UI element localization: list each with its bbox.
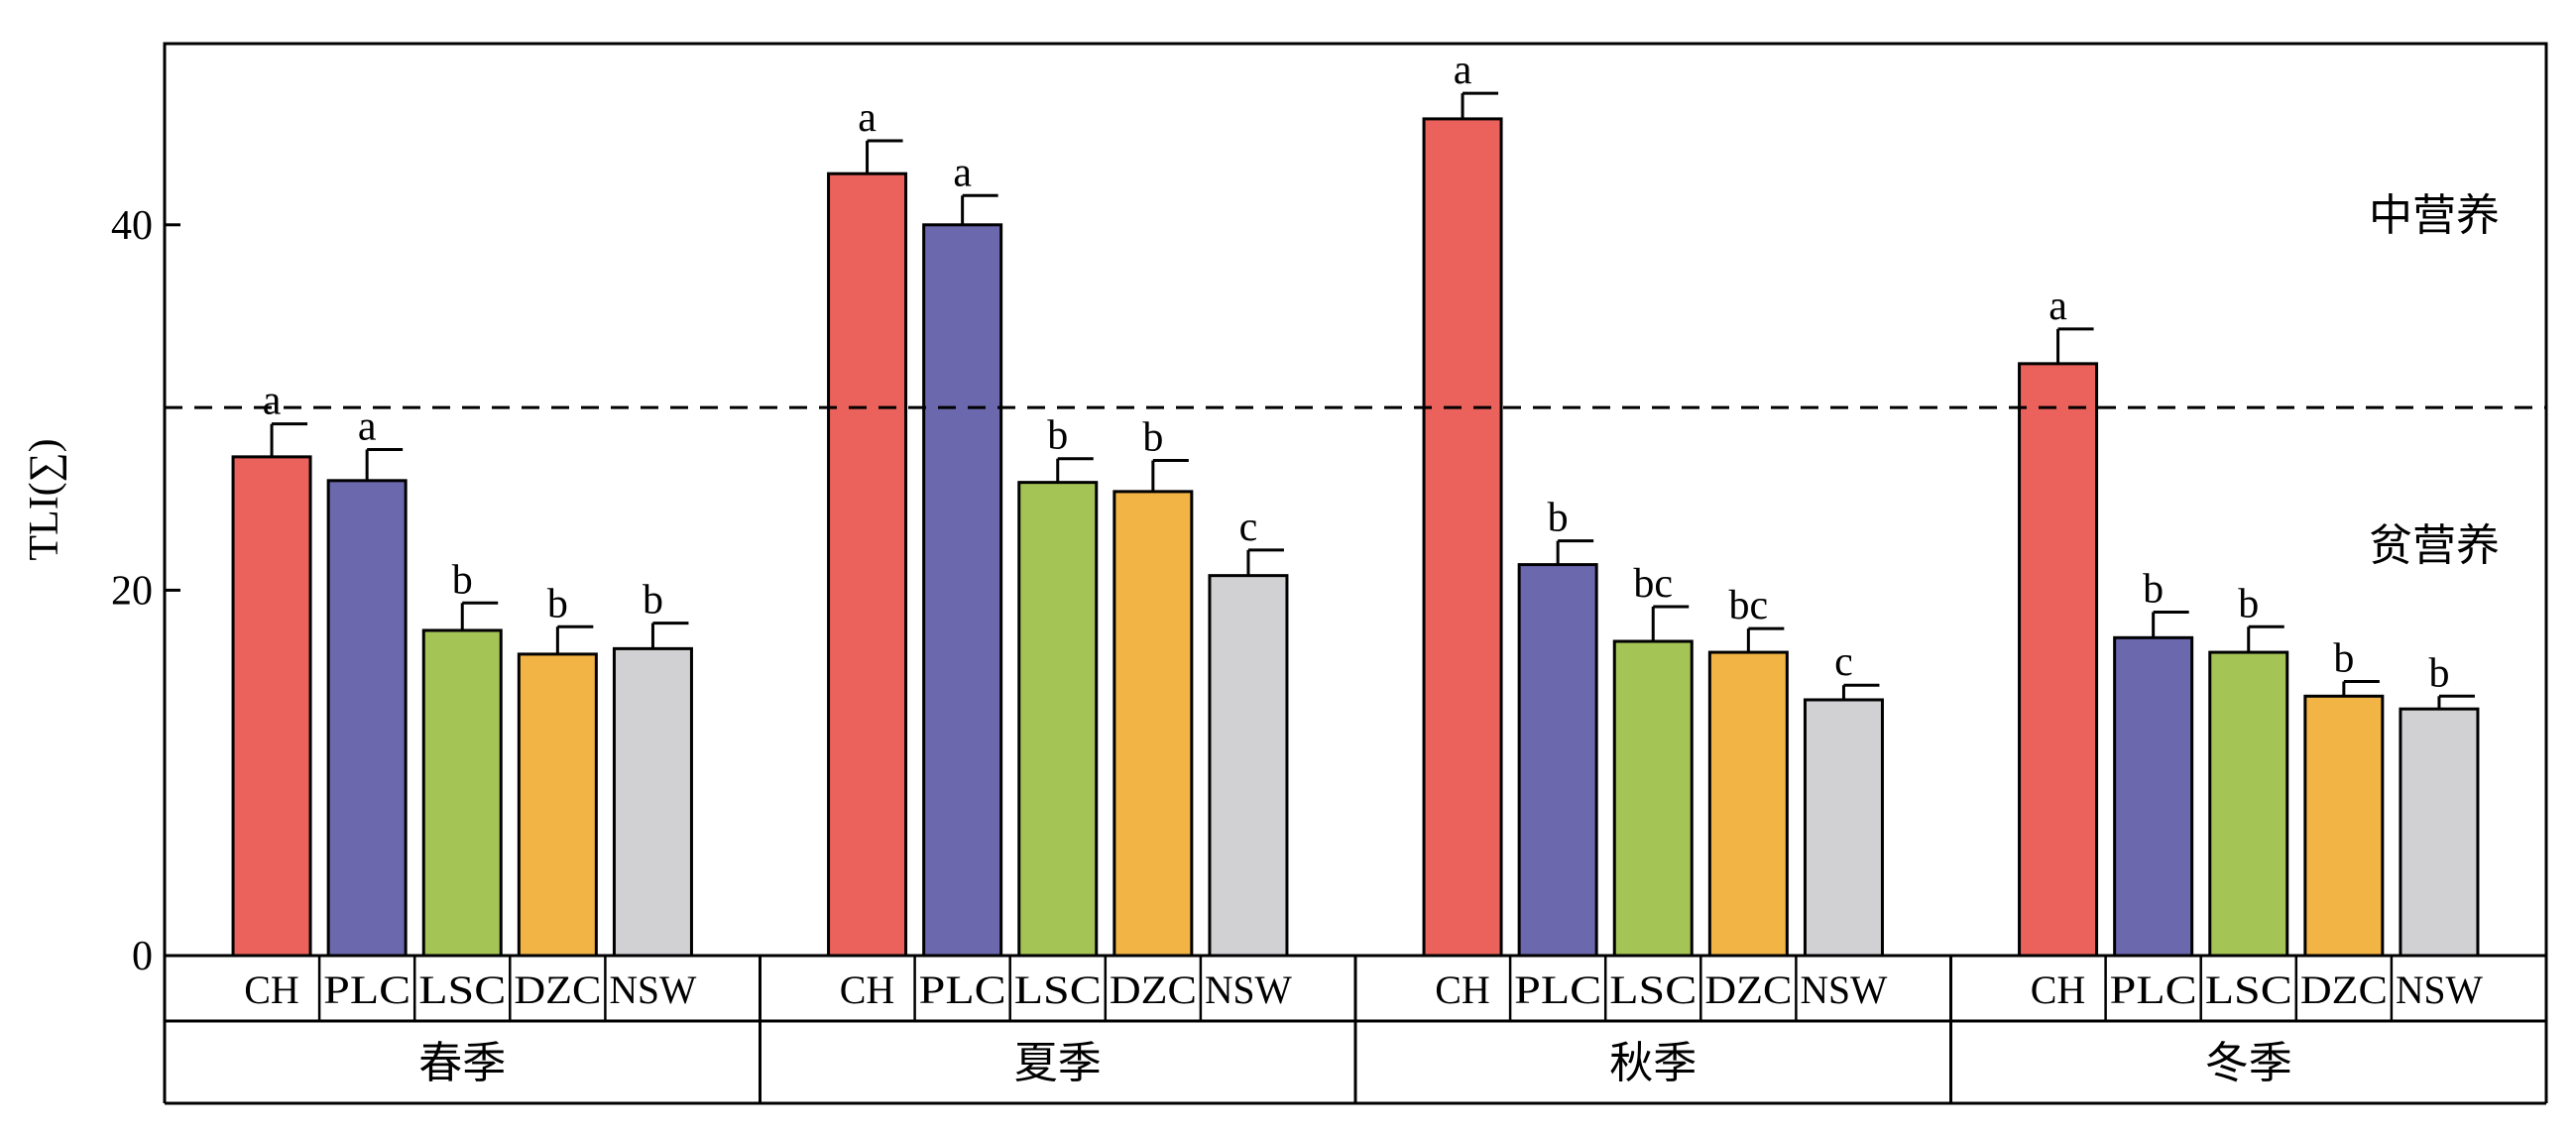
group-label: 冬季: [2205, 1039, 2292, 1087]
bar-plc: [922, 223, 1003, 958]
significance-letter: b: [1047, 413, 1068, 459]
threshold-label-above: 中营养: [2369, 191, 2500, 240]
category-label: PLC: [323, 967, 410, 1012]
y-axis-ticks: 0 20 40: [111, 203, 180, 979]
significance-letter: b: [2428, 650, 2449, 696]
bar-plc: [2113, 635, 2194, 958]
category-label: CH: [1435, 967, 1490, 1012]
significance-letter: a: [953, 150, 972, 195]
bar-nsw: [1208, 574, 1289, 958]
significance-letter: b: [1548, 496, 1569, 541]
significance-letter: bc: [1633, 561, 1673, 607]
bar-lsc: [1612, 639, 1694, 958]
category-label: NSW: [609, 967, 696, 1012]
significance-letter: b: [2143, 567, 2164, 613]
category-label: LSC: [1014, 967, 1102, 1012]
bar-lsc: [2208, 650, 2289, 958]
category-label: DZC: [514, 967, 601, 1012]
significance-letter: b: [547, 581, 568, 626]
category-label: LSC: [1609, 967, 1697, 1012]
significance-letter: b: [1142, 415, 1163, 461]
category-label: NSW: [1205, 967, 1292, 1012]
bar-ch: [231, 455, 312, 958]
bar-plc: [326, 479, 408, 958]
threshold-label-below: 贫营养: [2369, 521, 2500, 570]
category-label: CH: [840, 967, 895, 1012]
bar-nsw: [1803, 698, 1884, 958]
significance-letter: b: [2238, 581, 2259, 626]
bar-lsc: [421, 628, 503, 958]
bar-plc: [1517, 563, 1598, 958]
bar-ch: [1422, 117, 1503, 958]
category-label: DZC: [2300, 967, 2388, 1012]
group-label: 秋季: [1609, 1039, 1697, 1087]
category-label: CH: [244, 967, 299, 1012]
category-label: PLC: [1514, 967, 1601, 1012]
y-axis-title: TLI(∑): [22, 438, 67, 560]
group-label: 春季: [418, 1039, 506, 1087]
y-tick-label: 0: [132, 934, 153, 979]
significance-letter: a: [1454, 48, 1472, 93]
category-label: PLC: [2110, 967, 2197, 1012]
significance-letter: a: [2049, 284, 2067, 329]
significance-letter: c: [1834, 639, 1853, 685]
group-label: 夏季: [1014, 1039, 1102, 1087]
category-label: LSC: [2205, 967, 2292, 1012]
category-label: DZC: [1704, 967, 1792, 1012]
bar-nsw: [612, 646, 693, 958]
bar-ch: [827, 171, 908, 958]
category-label: CH: [2031, 967, 2086, 1012]
bar-dzc: [1707, 650, 1789, 958]
bar-dzc: [517, 652, 598, 958]
significance-letter: a: [358, 403, 377, 449]
bar-nsw: [2399, 707, 2480, 958]
significance-letter: b: [452, 557, 473, 603]
significance-letter: b: [643, 578, 663, 624]
bar-lsc: [1017, 481, 1099, 958]
significance-letter: bc: [1729, 583, 1769, 628]
bar-ch: [2018, 362, 2099, 958]
category-label: NSW: [1800, 967, 1887, 1012]
category-label: PLC: [919, 967, 1006, 1012]
category-label: LSC: [418, 967, 506, 1012]
significance-letter: a: [263, 379, 282, 424]
y-tick-label: 40: [111, 203, 153, 249]
significance-letter: b: [2333, 636, 2354, 682]
category-label: DZC: [1110, 967, 1197, 1012]
bar-dzc: [1112, 490, 1194, 958]
bar-dzc: [2303, 694, 2385, 958]
significance-letter: a: [858, 95, 877, 141]
significance-letter: c: [1239, 505, 1258, 550]
category-label: NSW: [2396, 967, 2483, 1012]
y-tick-label: 20: [111, 568, 153, 614]
